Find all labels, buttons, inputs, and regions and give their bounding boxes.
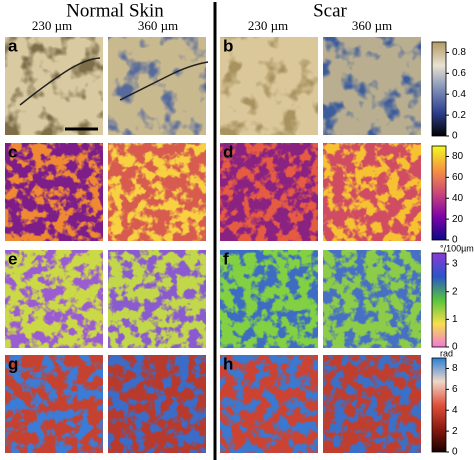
colorbar-tick-label: 0	[452, 342, 458, 353]
image-texture	[5, 37, 103, 135]
colorbar-tick-label: 0	[452, 235, 458, 246]
image-texture	[108, 37, 206, 135]
image-texture	[5, 355, 103, 453]
crack	[19, 57, 101, 106]
image-texture	[220, 37, 318, 135]
size-label: 360 µm	[138, 18, 178, 33]
colorbar	[431, 145, 447, 241]
colorbar-tick-label: 60	[452, 172, 464, 183]
colorbar-tick-label: 6	[452, 384, 458, 395]
image-texture	[5, 250, 103, 348]
panel-letter: h	[223, 354, 233, 373]
image-texture	[108, 250, 206, 348]
panel-letter: f	[223, 249, 229, 268]
image-texture	[323, 37, 421, 135]
colorbar	[431, 41, 447, 137]
panel-letter: a	[8, 36, 18, 55]
colorbar-tick-label: 4	[452, 405, 458, 416]
colorbar-tick-label: 0.2	[452, 110, 466, 121]
colorbar-tick-label: 1	[452, 314, 458, 325]
colorbar	[431, 252, 447, 348]
size-label: 230 µm	[32, 18, 72, 33]
image-texture	[220, 355, 318, 453]
image-texture	[323, 355, 421, 453]
colorbar-tick-label: 0.4	[452, 89, 466, 100]
image-texture	[5, 143, 103, 241]
colorbar	[431, 357, 447, 453]
panel-letter: g	[8, 354, 18, 373]
colorbar-tick-label: 8	[452, 363, 458, 374]
crack	[119, 61, 209, 101]
panel-letter: b	[223, 36, 233, 55]
panel-letter: c	[8, 142, 17, 161]
colorbar-tick-label: 2	[452, 426, 458, 437]
image-texture	[323, 143, 421, 241]
image-texture	[220, 250, 318, 348]
colorbar-label: rad	[440, 348, 453, 358]
image-texture	[323, 250, 421, 348]
panel-letter: e	[8, 249, 17, 268]
colorbar-label: °/100µm	[440, 243, 474, 253]
colorbar-tick-label: 0.6	[452, 68, 466, 79]
colorbar-tick-label: 80	[452, 151, 464, 162]
image-texture	[108, 355, 206, 453]
colorbar-tick-label: 0	[452, 447, 458, 458]
size-label: 230 µm	[248, 18, 288, 33]
colorbar-tick-label: 2	[452, 286, 458, 297]
panel-letter: d	[223, 142, 233, 161]
group-title: Normal Skin	[66, 0, 164, 21]
colorbar-tick-label: 0	[452, 131, 458, 142]
colorbar-tick-label: 3	[452, 259, 458, 270]
colorbar-tick-label: 0.8	[452, 47, 466, 58]
size-label: 360 µm	[352, 18, 392, 33]
colorbar-tick-label: 40	[452, 193, 464, 204]
image-texture	[108, 143, 206, 241]
colorbar-tick-label: 20	[452, 214, 464, 225]
group-title: Scar	[313, 0, 347, 21]
image-texture	[220, 143, 318, 241]
